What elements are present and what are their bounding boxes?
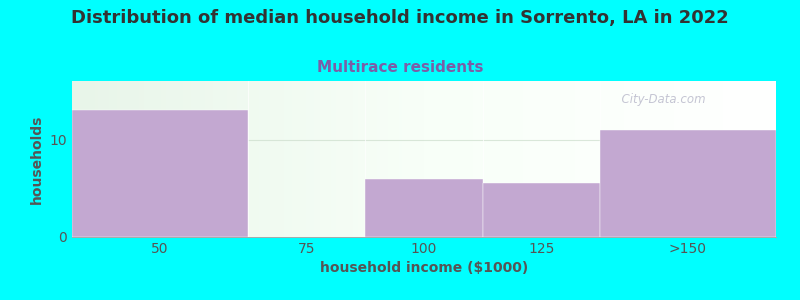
- Text: Multirace residents: Multirace residents: [317, 60, 483, 75]
- X-axis label: household income ($1000): household income ($1000): [320, 261, 528, 275]
- Bar: [482, 183, 600, 237]
- Y-axis label: households: households: [30, 114, 44, 204]
- Bar: [72, 110, 248, 237]
- Text: Distribution of median household income in Sorrento, LA in 2022: Distribution of median household income …: [71, 9, 729, 27]
- Text: City-Data.com: City-Data.com: [614, 94, 706, 106]
- Bar: [366, 178, 482, 237]
- Bar: [600, 130, 776, 237]
